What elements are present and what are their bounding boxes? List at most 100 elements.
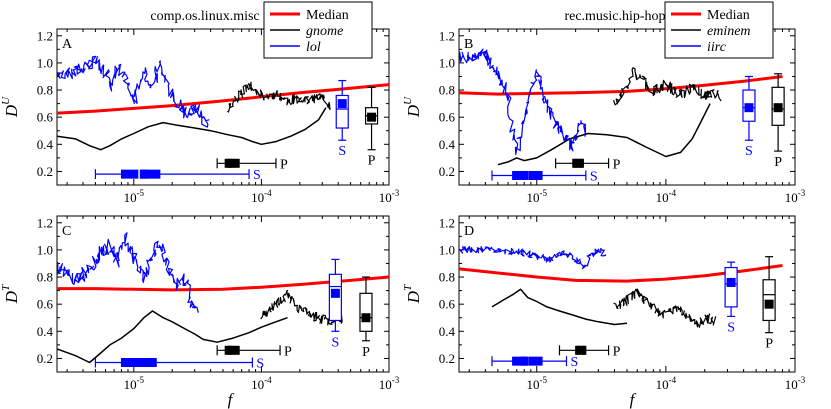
- series-line-gnome-fluct-c: [260, 289, 343, 326]
- x-tick-label-a: 10-4: [251, 188, 272, 205]
- legend-label-eminem: eminem: [707, 24, 751, 39]
- boxplot-s-horizontal-b: S: [491, 170, 598, 185]
- panel-b: 0.20.40.60.81.01.210-5 10-4 10-3DUrec.musi…: [402, 1, 806, 205]
- x-tick-exponent: -4: [669, 188, 677, 198]
- x-tick-label-d: 10-4: [656, 375, 677, 392]
- x-tick-exponent: -3: [798, 188, 806, 198]
- box-label: P: [368, 154, 376, 169]
- x-tick-label-c: 10-3: [379, 375, 400, 392]
- x-tick-exponent: -4: [264, 375, 272, 385]
- boxplot-s-vertical-a: S: [335, 79, 349, 159]
- box-label: S: [338, 144, 346, 159]
- box-marker: [361, 313, 371, 323]
- y-tick-label-a: 0.2: [37, 164, 53, 179]
- y-tick-label-d: 0.2: [439, 351, 455, 366]
- y-tick-label-c: 0.6: [37, 297, 54, 312]
- box-label: S: [571, 355, 579, 370]
- y-axis-label-main: D: [2, 290, 21, 304]
- box-marker: [367, 112, 377, 122]
- box-label: S: [727, 320, 735, 335]
- y-tick-label-d: 0.4: [439, 324, 456, 339]
- y-tick-label-d: 1.0: [439, 242, 455, 257]
- series-line-eminem-d: [491, 288, 628, 326]
- y-tick-label-a: 0.6: [37, 110, 54, 125]
- y-tick-label-b: 1.2: [439, 28, 455, 43]
- legend-label-median: Median: [306, 8, 349, 23]
- boxplot-p-vertical-a: P: [364, 86, 379, 169]
- y-axis-label-superscript: T: [0, 284, 12, 291]
- series-line-gnome-c: [57, 310, 288, 364]
- box-marker: [744, 103, 754, 113]
- y-tick-label-d: 0.6: [439, 297, 456, 312]
- box-marker: [135, 358, 144, 368]
- y-axis-label-main: D: [404, 290, 423, 304]
- x-axis-label-d: f: [630, 390, 637, 409]
- y-axis-label-a: DU: [0, 96, 21, 118]
- x-tick-base: 10: [656, 190, 669, 205]
- series-line-lol-a: [57, 55, 210, 128]
- box-marker: [576, 345, 585, 355]
- box-marker: [227, 158, 236, 168]
- x-tick-exponent: -3: [392, 375, 400, 385]
- box-label: S: [331, 335, 339, 350]
- panel-a: 0.20.40.60.81.01.210-5 10-4 10-3DUcomp.os.…: [0, 1, 400, 205]
- box-label: P: [280, 157, 288, 172]
- y-axis-label-superscript: U: [402, 96, 414, 105]
- panel-letter-b: B: [464, 37, 473, 52]
- x-tick-label-a: 10-5: [124, 188, 145, 205]
- box-label: P: [613, 344, 621, 359]
- y-tick-label-a: 1.2: [37, 28, 53, 43]
- box-label: P: [613, 157, 621, 172]
- box-label: P: [774, 155, 782, 170]
- x-tick-base: 10: [656, 377, 669, 392]
- y-tick-label-c: 1.2: [37, 215, 53, 230]
- x-tick-label-d: 10-5: [526, 375, 547, 392]
- y-axis-label-c: DT: [0, 284, 21, 304]
- panel-title-a: comp.os.linux.misc: [150, 9, 259, 24]
- legend-label-median: Median: [707, 8, 750, 23]
- box-marker: [337, 99, 347, 109]
- x-tick-exponent: -5: [539, 188, 547, 198]
- legend-label-iirc: iirc: [707, 40, 727, 55]
- y-axis-label-b: DU: [402, 96, 423, 118]
- y-axis-label-superscript: T: [402, 284, 414, 291]
- y-axis-label-main: D: [404, 104, 423, 118]
- y-tick-label-c: 0.4: [37, 324, 54, 339]
- legend-label-gnome: gnome: [306, 24, 343, 39]
- x-tick-base: 10: [124, 190, 137, 205]
- box-label: S: [256, 357, 264, 372]
- boxplot-p-vertical-d: P: [762, 256, 776, 352]
- y-tick-label-d: 1.2: [439, 215, 455, 230]
- boxplot-s-horizontal-d: S: [491, 355, 579, 370]
- boxplot-p-vertical-b: P: [771, 73, 785, 170]
- y-tick-label-a: 1.0: [37, 55, 53, 70]
- box-marker: [520, 171, 529, 181]
- boxplot-s-vertical-d: S: [724, 261, 738, 335]
- x-tick-base: 10: [251, 190, 264, 205]
- panel-letter-c: C: [62, 224, 71, 239]
- boxplot-p-horizontal-c: P: [216, 344, 292, 359]
- y-tick-label-c: 1.0: [37, 242, 53, 257]
- x-tick-base: 10: [251, 377, 264, 392]
- series-group-b: [459, 48, 783, 166]
- boxplot-p-vertical-c: P: [359, 276, 373, 360]
- x-tick-base: 10: [379, 377, 392, 392]
- boxplot-p-horizontal-a: P: [216, 157, 288, 172]
- x-tick-label-c: 10-4: [251, 375, 272, 392]
- box-label: P: [362, 345, 370, 360]
- x-tick-base: 10: [526, 377, 539, 392]
- y-tick-label-d: 0.8: [439, 270, 455, 285]
- y-tick-label-b: 0.8: [439, 83, 455, 98]
- x-tick-base: 10: [785, 190, 798, 205]
- series-line-gnome-a: [57, 107, 327, 151]
- box: [359, 292, 373, 332]
- x-tick-exponent: -4: [669, 375, 677, 385]
- x-tick-base: 10: [379, 190, 392, 205]
- x-axis-label-c: f: [228, 390, 235, 409]
- box-label: S: [590, 170, 598, 185]
